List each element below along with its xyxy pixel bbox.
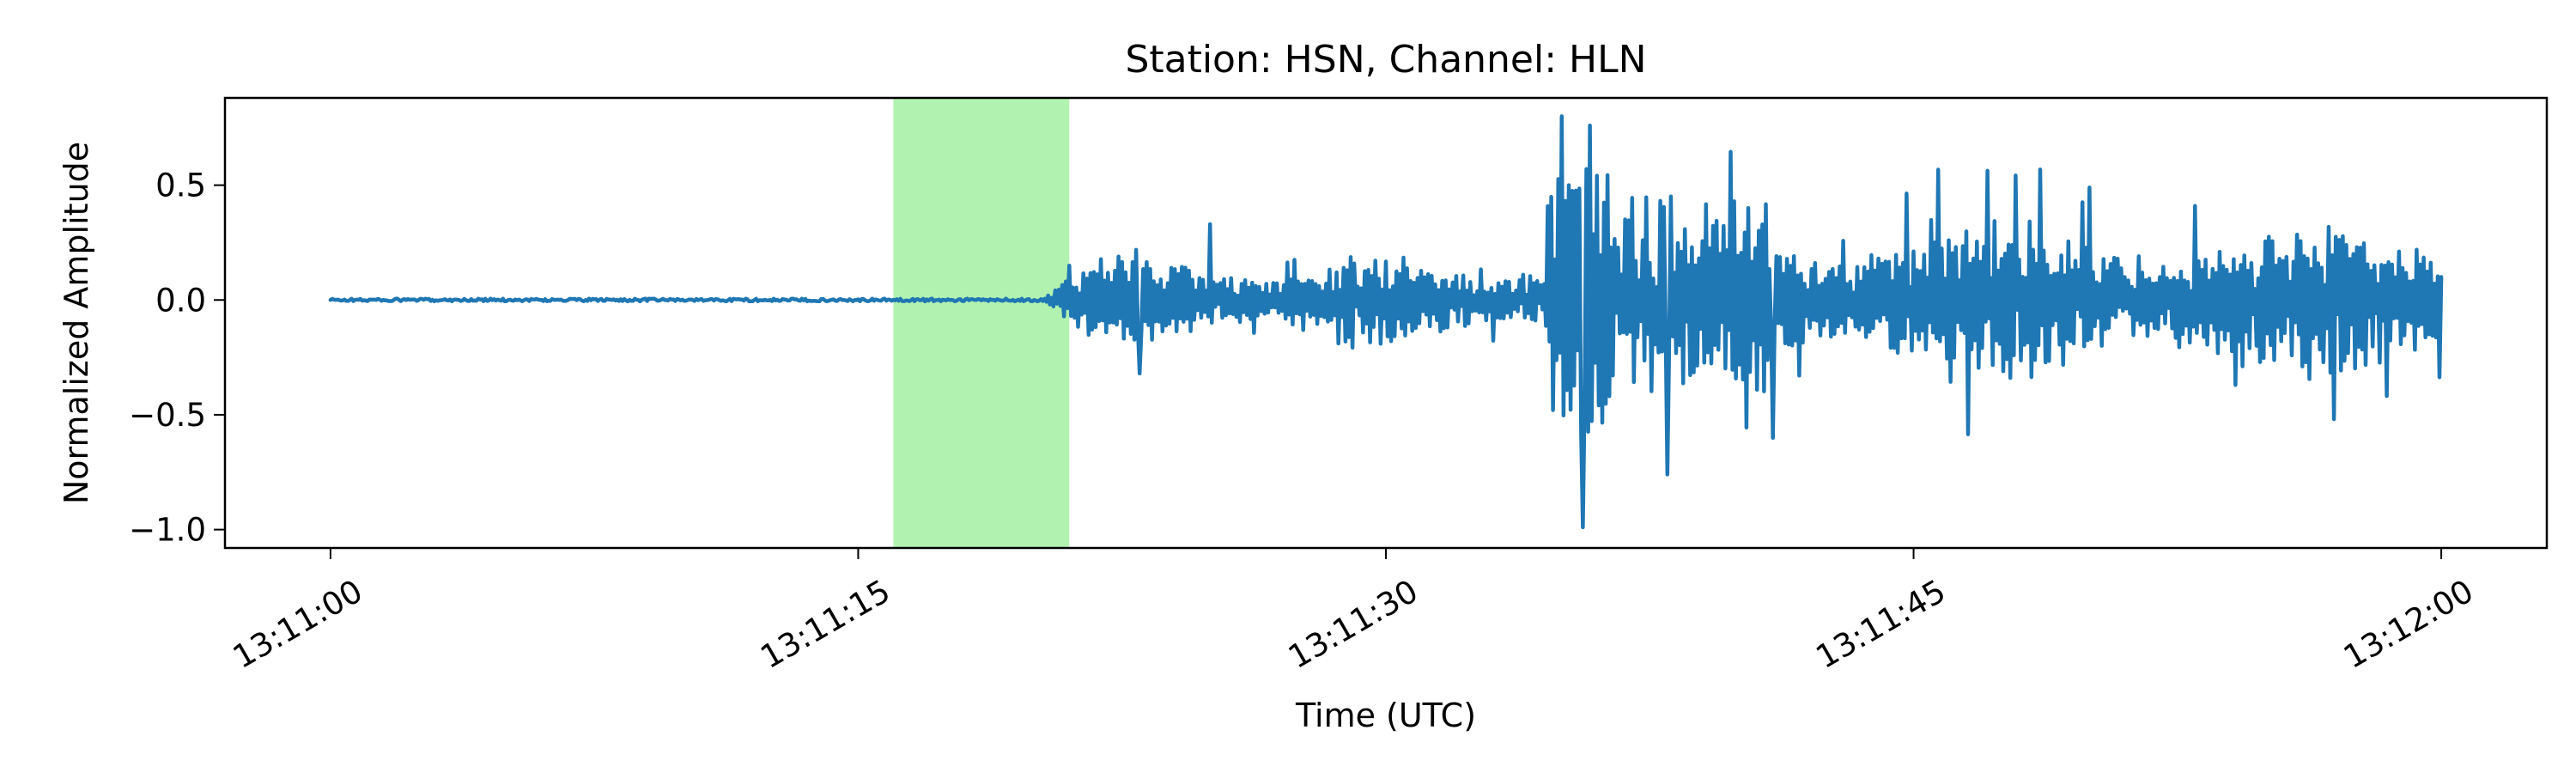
seismic-trace-line xyxy=(328,114,2444,530)
x-tick-label: 13:11:45 xyxy=(1810,573,1952,676)
x-tick-label: 13:11:30 xyxy=(1282,573,1424,676)
y-tick-label: 0.0 xyxy=(155,282,206,319)
y-axis-label: Normalized Amplitude xyxy=(58,142,95,504)
x-tick-label: 13:12:00 xyxy=(2337,573,2479,676)
x-tick-label: 13:11:00 xyxy=(227,573,368,676)
y-tick-label: 0.5 xyxy=(155,167,206,204)
y-tick-label: −0.5 xyxy=(129,397,206,434)
x-tick-label: 13:11:15 xyxy=(755,573,896,676)
y-tick-label: −1.0 xyxy=(129,512,206,549)
highlight-window xyxy=(893,98,1070,548)
chart-title: Station: HSN, Channel: HLN xyxy=(1125,38,1646,82)
x-axis-label: Time (UTC) xyxy=(1295,697,1476,734)
